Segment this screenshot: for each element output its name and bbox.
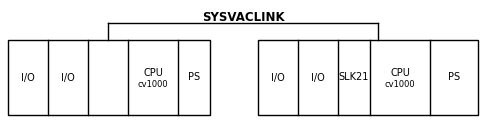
- Text: I/O: I/O: [21, 72, 35, 82]
- Text: SLK21: SLK21: [339, 72, 369, 82]
- Text: I/O: I/O: [311, 72, 325, 82]
- Text: cv1000: cv1000: [385, 80, 416, 89]
- Text: I/O: I/O: [61, 72, 75, 82]
- Text: CPU: CPU: [143, 68, 163, 78]
- Text: I/O: I/O: [271, 72, 285, 82]
- Text: SYSVACLINK: SYSVACLINK: [202, 11, 284, 24]
- Text: CPU: CPU: [390, 68, 410, 78]
- Text: cv1000: cv1000: [138, 80, 168, 89]
- Text: PS: PS: [188, 72, 200, 82]
- Bar: [8, 40, 210, 115]
- Text: PS: PS: [448, 72, 460, 82]
- Bar: [258, 40, 478, 115]
